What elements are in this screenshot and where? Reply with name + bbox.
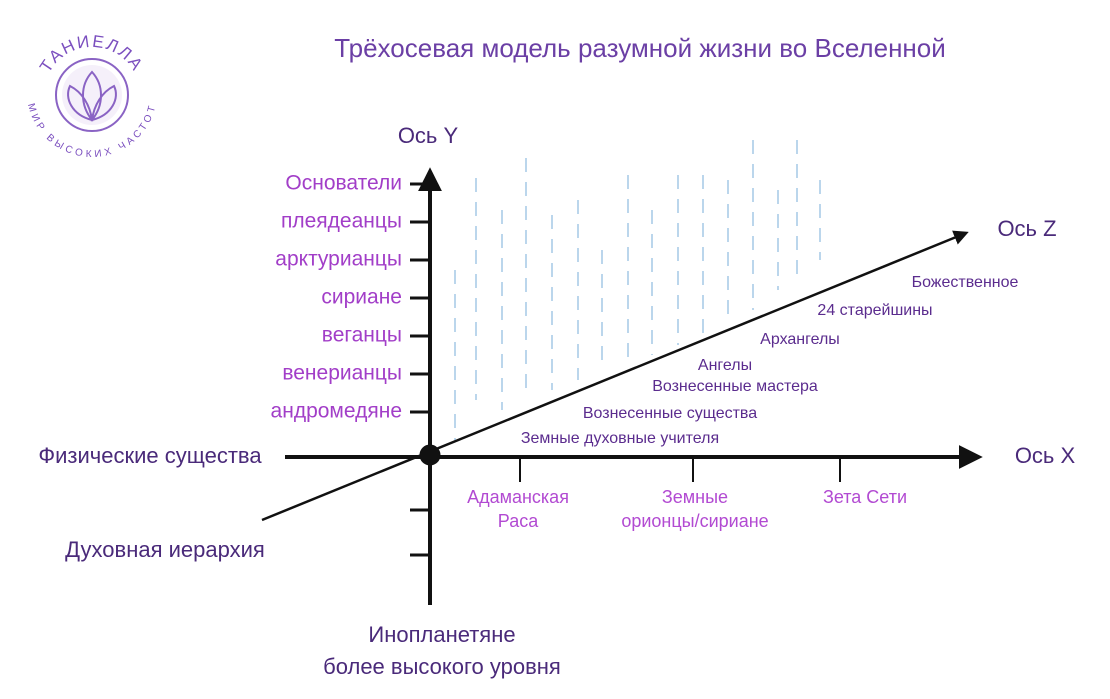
z-item: Божественное	[912, 274, 1019, 291]
z-origin-label: Духовная иерархия	[65, 537, 265, 562]
x-origin-label: Физические существа	[38, 443, 262, 468]
logo: ТАНИЕЛЛА МИР ВЫСОКИХ ЧАСТОТ	[25, 32, 155, 160]
x-axis-label: Ось X	[1015, 443, 1076, 468]
y-item: андромедяне	[271, 400, 402, 423]
x-item: Земные	[662, 487, 728, 507]
y-item: Основатели	[285, 172, 402, 195]
y-item: плеядеанцы	[281, 210, 402, 233]
y-item: арктурианцы	[275, 248, 402, 271]
z-item: Архангелы	[760, 331, 840, 348]
x-item: Зета Сети	[823, 487, 907, 507]
bottom-label: Инопланетяне	[368, 622, 515, 647]
z-item: Вознесенные мастера	[652, 378, 818, 395]
y-axis-label: Ось Y	[398, 123, 459, 148]
decoration	[454, 140, 821, 440]
bottom-label: более высокого уровня	[323, 654, 561, 679]
z-item: Ангелы	[698, 357, 752, 374]
title: Трёхосевая модель разумной жизни во Всел…	[334, 33, 946, 63]
z-item: 24 старейшины	[817, 302, 932, 319]
x-item: орионцы/сириане	[621, 511, 768, 531]
axes	[261, 167, 983, 605]
y-item: веганцы	[322, 324, 402, 347]
x-item: Адаманская	[467, 487, 569, 507]
y-item: сириане	[321, 286, 402, 309]
x-item: Раса	[498, 511, 539, 531]
z-axis-label: Ось Z	[997, 216, 1056, 241]
z-item: Вознесенные существа	[583, 405, 757, 422]
y-item: венерианцы	[282, 362, 402, 385]
axis-items: Основатели плеядеанцы арктурианцы сириане ве…	[271, 172, 1019, 531]
z-item: Земные духовные учителя	[521, 430, 719, 447]
